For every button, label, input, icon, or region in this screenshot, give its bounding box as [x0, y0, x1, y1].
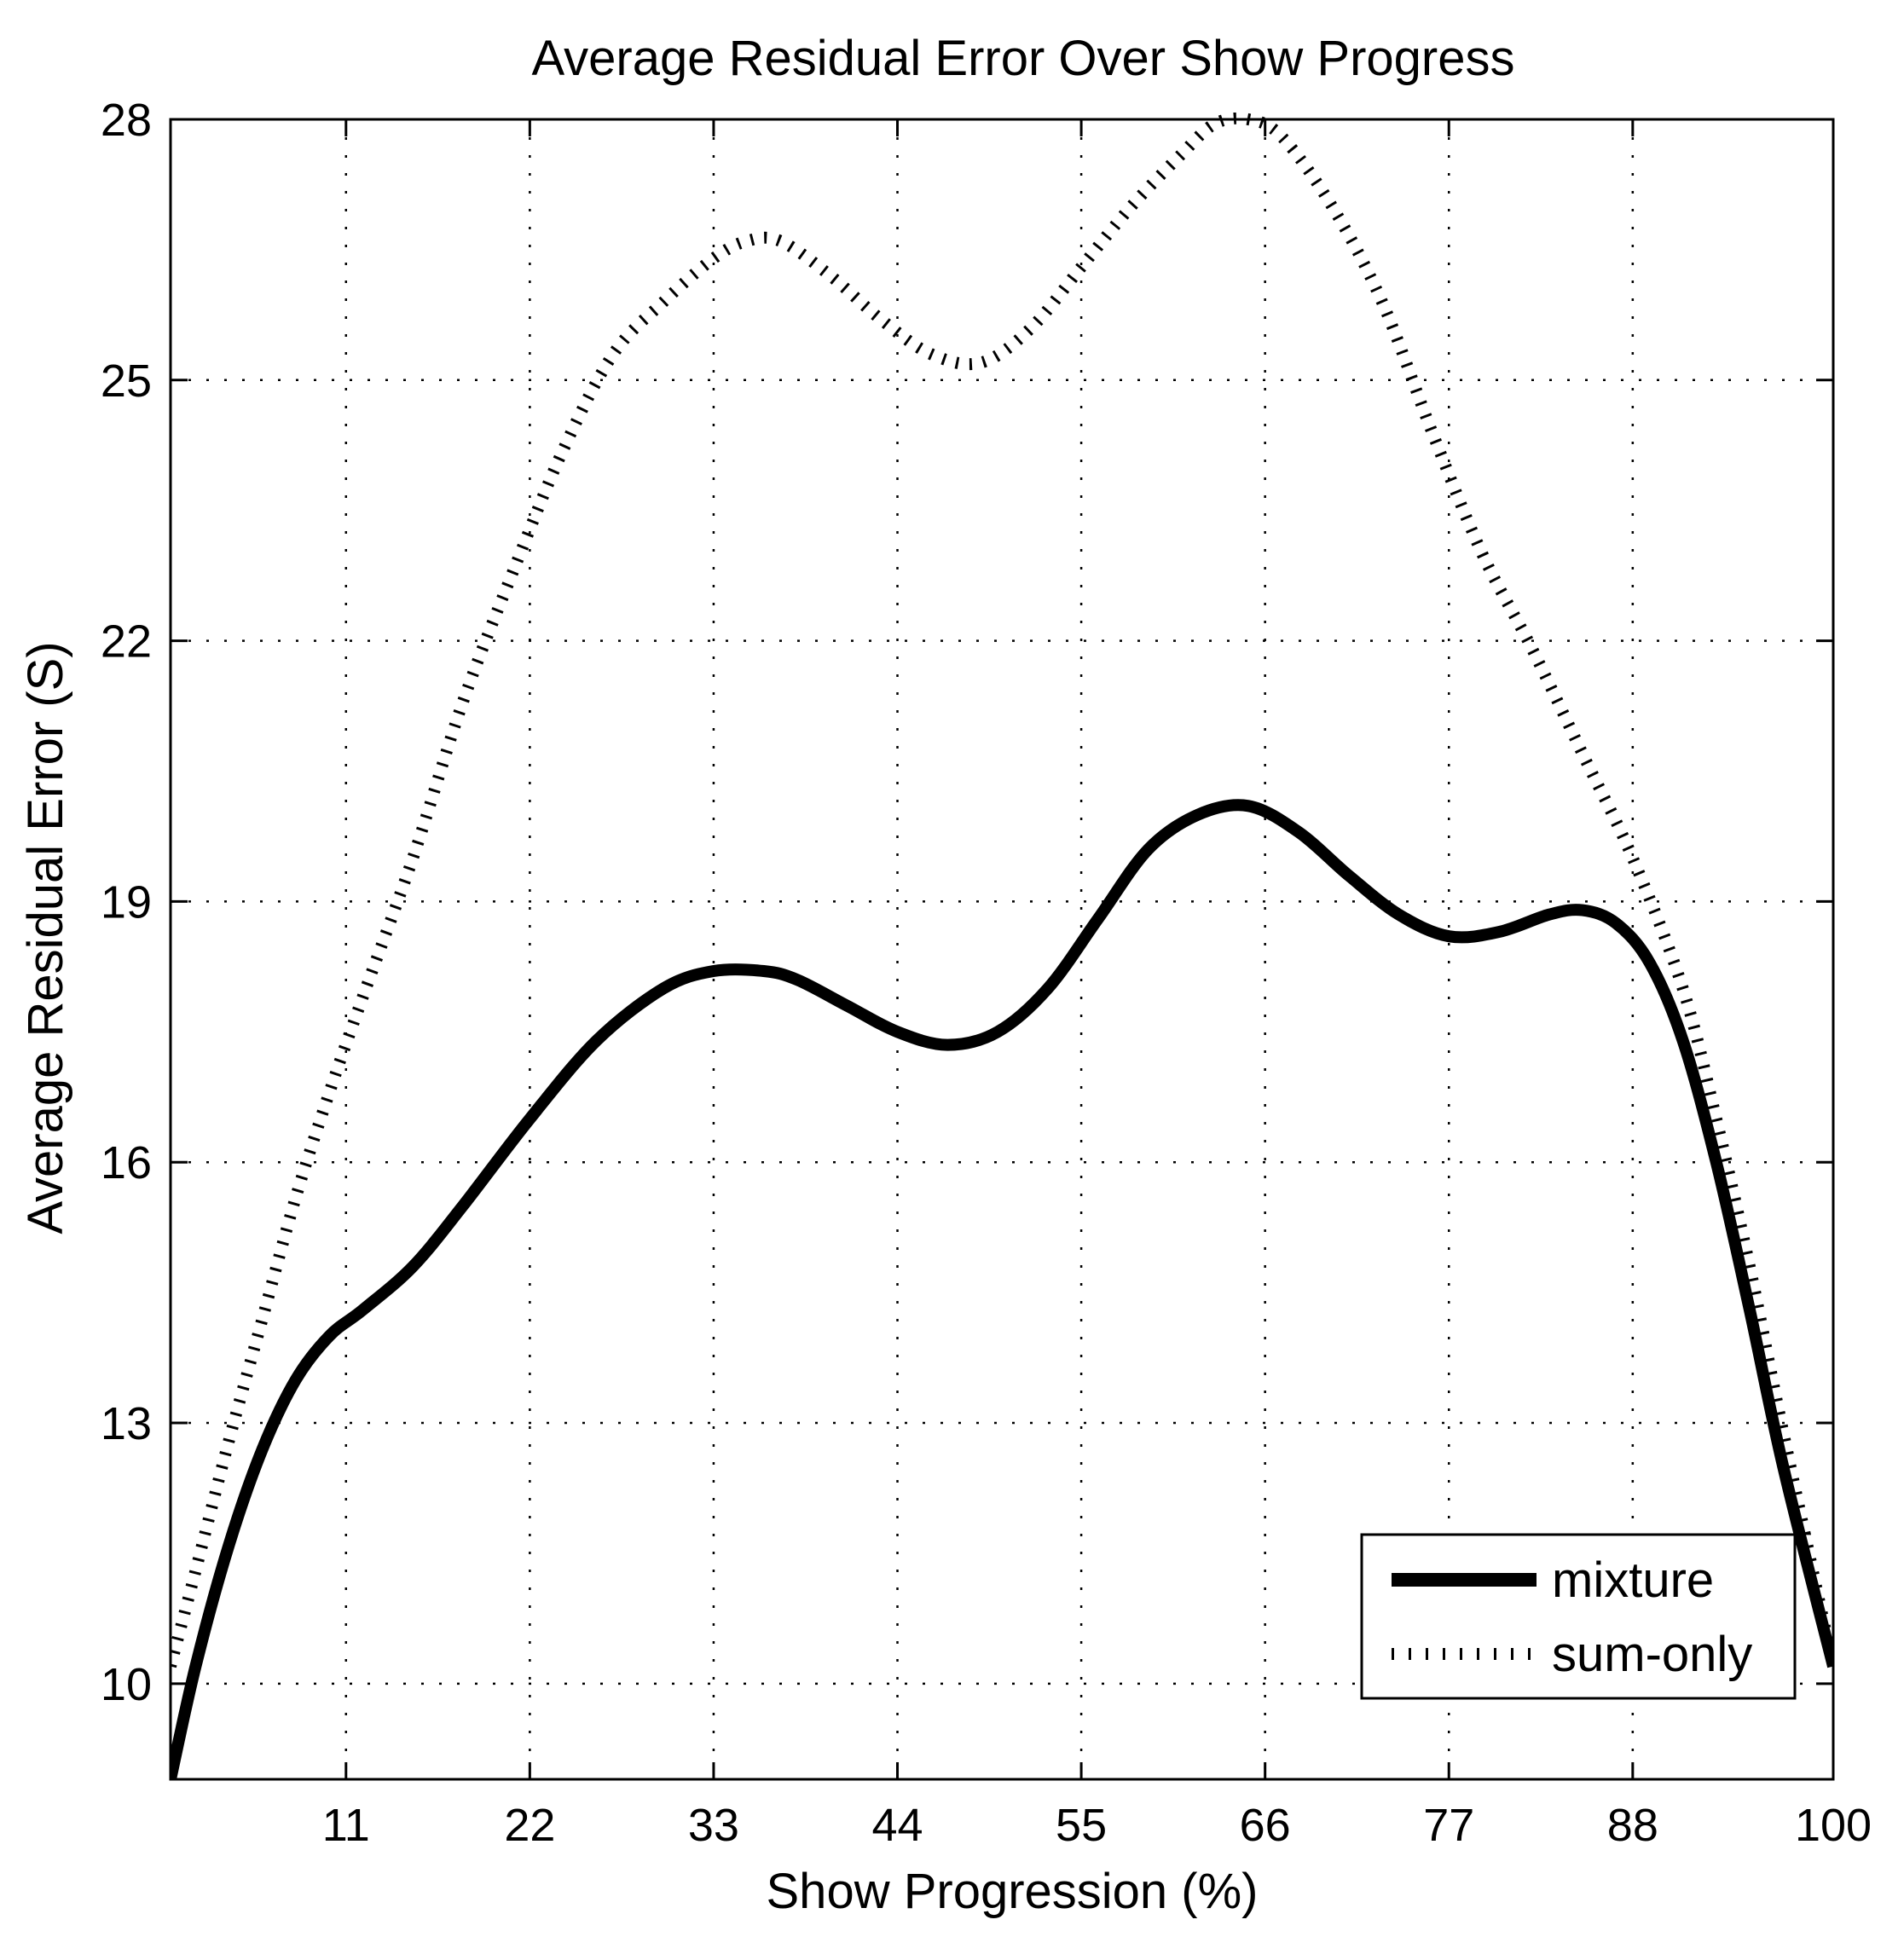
series-layer	[171, 113, 1833, 1779]
x-tick-label: 33	[688, 1800, 739, 1851]
x-tick-label: 55	[1056, 1800, 1107, 1851]
grid-lines	[171, 119, 1833, 1779]
legend-label-sum-only: sum-only	[1552, 1627, 1752, 1682]
legend: mixture sum-only	[1360, 1533, 1797, 1700]
series-line-mixture	[171, 799, 1833, 1779]
y-tick-label: 13	[101, 1398, 152, 1449]
series-line-sum-only	[171, 113, 1833, 1668]
axis-ticks: 11 22 33 44 55 66 77 88 100 10 13 16 19 22 25 28	[101, 95, 1872, 1851]
x-tick-label: 11	[322, 1800, 370, 1851]
x-tick-label: 100	[1795, 1800, 1872, 1851]
y-tick-label: 25	[101, 356, 152, 407]
y-axis-label: Average Residual Error (S)	[18, 641, 73, 1234]
y-tick-label: 10	[101, 1659, 152, 1710]
x-tick-label: 66	[1240, 1800, 1291, 1851]
x-tick-label: 44	[871, 1800, 923, 1851]
y-tick-label: 28	[101, 95, 152, 146]
x-tick-label: 22	[504, 1800, 555, 1851]
y-tick-label: 19	[101, 876, 152, 928]
chart-title: Average Residual Error Over Show Progres…	[532, 31, 1515, 86]
plot-frame	[169, 118, 1835, 1781]
y-tick-label: 16	[101, 1137, 152, 1188]
y-tick-label: 22	[101, 616, 152, 668]
legend-label-mixture: mixture	[1552, 1552, 1714, 1608]
legend-box	[1360, 1533, 1797, 1700]
x-tick-label: 88	[1607, 1800, 1658, 1851]
x-tick-label: 77	[1423, 1800, 1474, 1851]
x-axis-label: Show Progression (%)	[767, 1864, 1259, 1919]
